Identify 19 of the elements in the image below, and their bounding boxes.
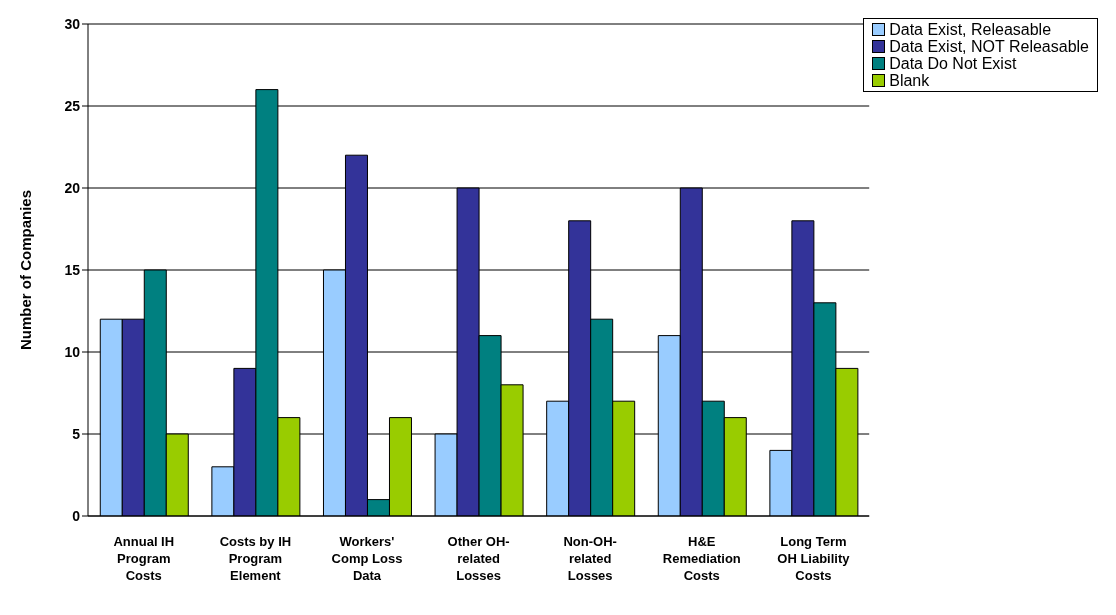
y-tick-label: 25 (64, 97, 81, 114)
legend-label: Data Exist, NOT Releasable (888, 38, 1089, 55)
x-tick-label: Other OH-related Losses (447, 534, 510, 583)
legend-label: Data Exist, Releasable (888, 21, 1053, 38)
x-tick-label: Workers' Comp Loss Data (331, 534, 403, 583)
y-tick-label: 5 (72, 425, 81, 442)
legend-label: Data Do Not Exist (888, 55, 1018, 72)
x-tick-label: Non-OH-related Losses (563, 534, 617, 583)
y-tick-label: 20 (64, 179, 81, 196)
y-axis-title: Number of Companies (17, 189, 35, 351)
x-tick-label: Long Term OH Liability Costs (777, 534, 851, 583)
x-tick-label: Annual IH Program Costs (113, 534, 175, 583)
y-tick-label: 0 (72, 507, 81, 524)
y-tick-label: 15 (64, 261, 81, 278)
x-tick-label: Costs by IH Program Element (219, 534, 292, 583)
y-tick-label: 10 (64, 343, 81, 360)
y-tick-label: 30 (64, 15, 81, 32)
legend-label: Blank (888, 72, 931, 89)
x-tick-label: H&E Remediation Costs (662, 534, 741, 583)
